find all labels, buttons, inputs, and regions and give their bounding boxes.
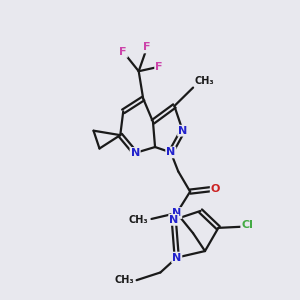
Text: CH₃: CH₃ (195, 76, 214, 86)
Text: N: N (172, 253, 182, 262)
Text: F: F (143, 43, 151, 52)
Text: N: N (178, 126, 187, 136)
Text: Cl: Cl (241, 220, 253, 230)
Text: N: N (169, 215, 178, 225)
Text: O: O (211, 184, 220, 194)
Text: N: N (130, 148, 140, 158)
Text: F: F (155, 62, 163, 72)
Text: F: F (119, 47, 127, 57)
Text: N: N (172, 208, 182, 218)
Text: N: N (166, 147, 176, 158)
Text: CH₃: CH₃ (129, 215, 148, 225)
Text: CH₃: CH₃ (114, 275, 134, 285)
